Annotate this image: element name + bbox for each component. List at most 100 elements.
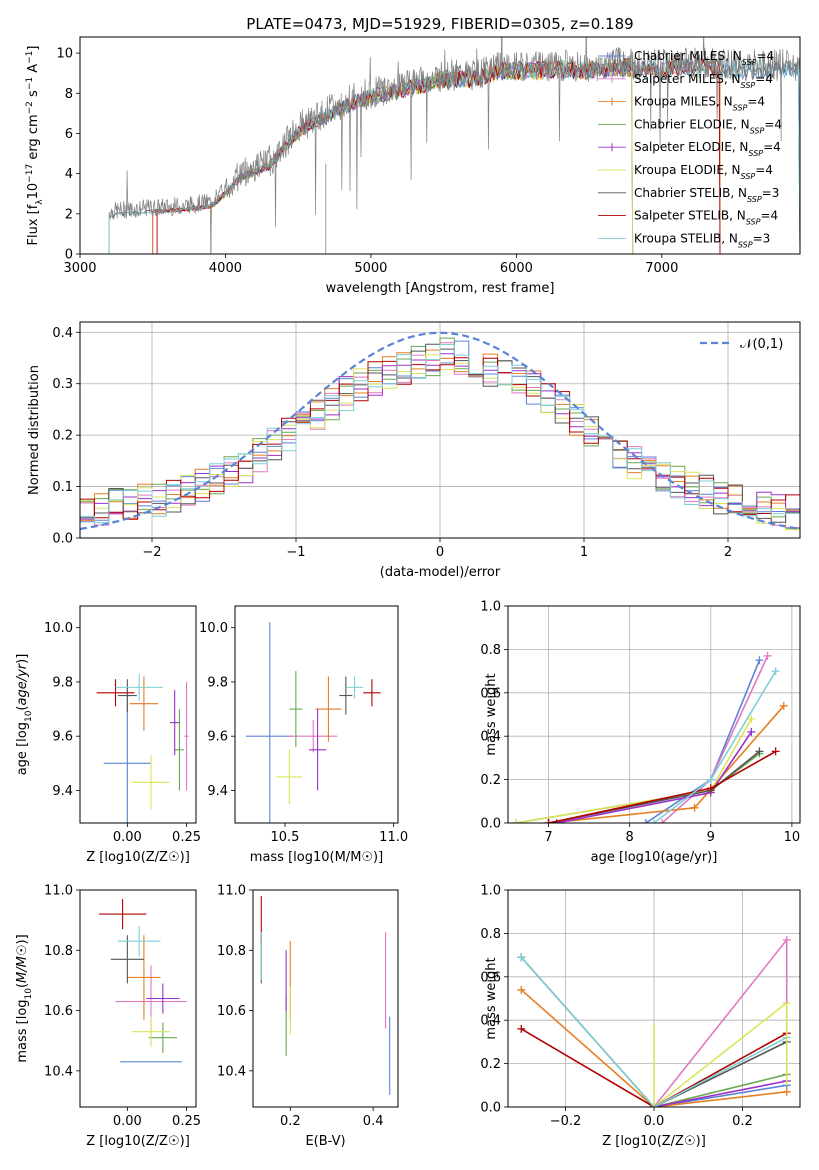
panel-massweight_vs_age: 7 8 9 10 0.0 0.2 0.4 0.6 0.8 1.0 age [log10(age/yr…	[480, 600, 801, 865]
x-tick-label: 7000	[645, 261, 678, 276]
y-tick-label: 1.0	[480, 600, 501, 615]
mass-weight-marker	[755, 656, 764, 665]
x-tick-label: 8	[626, 830, 634, 845]
y-tick-label: 0	[65, 248, 73, 263]
legend-label: Kroupa MILES, NSSP=4	[634, 95, 765, 113]
x-tick-label: 0.4	[363, 1114, 384, 1129]
y-tick-label: 4	[65, 167, 73, 182]
plot-area	[108, 37, 800, 254]
x-tick-label: 10	[784, 830, 801, 845]
legend-text: Kroupa ELODIE, N	[634, 163, 741, 177]
mass-weight-marker	[544, 819, 553, 823]
x-axis-label: Z [log10(Z/Z☉)]	[602, 1134, 706, 1149]
label-part: s	[26, 90, 41, 101]
legend-text: =4	[747, 95, 765, 109]
mass-weight-marker	[552, 819, 561, 823]
plot-area	[98, 899, 187, 1063]
mass-weight-marker	[517, 953, 526, 962]
plot-area	[245, 622, 381, 823]
y-tick-label: 0.6	[480, 686, 501, 701]
x-tick-label: 7	[544, 830, 552, 845]
axes-frame	[79, 889, 197, 1108]
x-tick-label: 5000	[354, 261, 387, 276]
x-tick-label: 0.00	[113, 830, 142, 845]
model-spectrum-line	[152, 57, 800, 254]
legend-label: Chabrier ELODIE, NSSP=4	[634, 117, 782, 135]
y-tick-label: 0.8	[480, 927, 501, 942]
y-tick-label: 1.0	[480, 884, 501, 899]
label-part: 10	[24, 710, 34, 722]
x-tick-label: 6000	[500, 261, 533, 276]
axes-frame	[79, 321, 801, 539]
y-tick-label: 10.6	[217, 1004, 246, 1019]
y-tick-label: 6	[65, 127, 73, 142]
panel-residuals: −2 −1 0 1 2 0.0 0.1 0.2 0.3 0.4 (data-model)/error…	[27, 321, 801, 580]
label-part: (	[15, 706, 30, 711]
y-tick-label: 10.0	[44, 621, 73, 636]
y-tick-label: 0.4	[480, 1014, 501, 1029]
label-part: Normed distribution	[27, 365, 42, 495]
label-part: mass weight	[484, 673, 499, 755]
y-tick-label: 0.0	[480, 1101, 501, 1116]
mass-weight-marker	[706, 775, 715, 784]
x-tick-label: −0.2	[550, 1114, 582, 1129]
legend-sub: SSP	[741, 80, 756, 89]
axes-frame	[79, 605, 197, 824]
legend-sub: SSP	[747, 194, 762, 203]
panel-age_vs_mass: 10.5 11.0 9.4 9.6 9.8 10.0 mass [log10(M/M☉)]	[199, 605, 408, 865]
label-part: A	[26, 64, 41, 77]
x-tick-label: 0	[436, 545, 444, 560]
x-tick-label: 10.5	[271, 830, 300, 845]
x-axis-label: Z [log10(Z/Z☉)]	[86, 1134, 190, 1149]
plot-area	[260, 896, 391, 1095]
residual-histogram	[80, 344, 800, 524]
axes-frame	[507, 889, 801, 1108]
mass-weight-line	[520, 956, 788, 1107]
legend-sub: SSP	[741, 172, 756, 181]
y-tick-label: 0.4	[480, 730, 501, 745]
y-tick-label: 10.8	[44, 944, 73, 959]
mass-weight-marker	[690, 803, 699, 812]
y-tick-label: 11.0	[44, 884, 73, 899]
y-axis-label: mass [log10(M/M☉)]	[15, 934, 34, 1062]
plot-area	[517, 935, 791, 1107]
mass-weight-marker	[755, 747, 764, 756]
mass-weight-marker	[771, 747, 780, 756]
mass-weight-line	[653, 1080, 787, 1107]
y-tick-label: 0.3	[52, 377, 73, 392]
y-axis-label: mass weight	[484, 673, 499, 755]
panel-massweight_vs_Z: −0.2 0.0 0.2 0.0 0.2 0.4 0.6 0.8 1.0 Z [log10(Z/Z…	[480, 884, 801, 1149]
label-part: erg cm	[26, 114, 41, 163]
mass-weight-marker	[517, 985, 526, 994]
y-axis-label: age [log10(age/yr)]	[15, 654, 34, 776]
legend-sub: SSP	[746, 217, 761, 226]
label-part: 10	[24, 988, 34, 1000]
legend-text: Chabrier MILES, N	[634, 49, 742, 63]
label-part: −1	[25, 77, 35, 90]
x-tick-label: 9	[707, 830, 715, 845]
plot-area	[512, 651, 788, 823]
legend-sub: SSP	[738, 240, 753, 249]
y-axis-label: Normed distribution	[27, 365, 42, 495]
legend-label: Chabrier STELIB, NSSP=3	[634, 186, 779, 204]
label-part: Flux [f	[26, 204, 41, 245]
axes-frame	[79, 36, 801, 255]
y-tick-label: 0.2	[480, 1057, 501, 1072]
observed-spectrum-line	[108, 37, 800, 254]
x-tick-label: 0.25	[172, 1114, 201, 1129]
mass-weight-marker	[747, 714, 756, 723]
model-spectrum-line	[152, 57, 721, 254]
mass-weight-line	[515, 752, 760, 823]
y-tick-label: 8	[65, 87, 73, 102]
label-part: mass [log	[15, 999, 30, 1062]
label-part: −2	[25, 101, 35, 114]
mass-weight-marker	[747, 727, 756, 736]
x-tick-label: 0.0	[644, 1114, 665, 1129]
mass-weight-marker	[641, 819, 650, 823]
legend-text: =4	[756, 49, 774, 63]
axes-frame	[252, 889, 399, 1108]
figure-title: PLATE=0473, MJD=51929, FIBERID=0305, z=0…	[246, 15, 633, 33]
legend-text: Salpeter STELIB, N	[634, 209, 746, 223]
legend-sub: SSP	[733, 103, 748, 112]
